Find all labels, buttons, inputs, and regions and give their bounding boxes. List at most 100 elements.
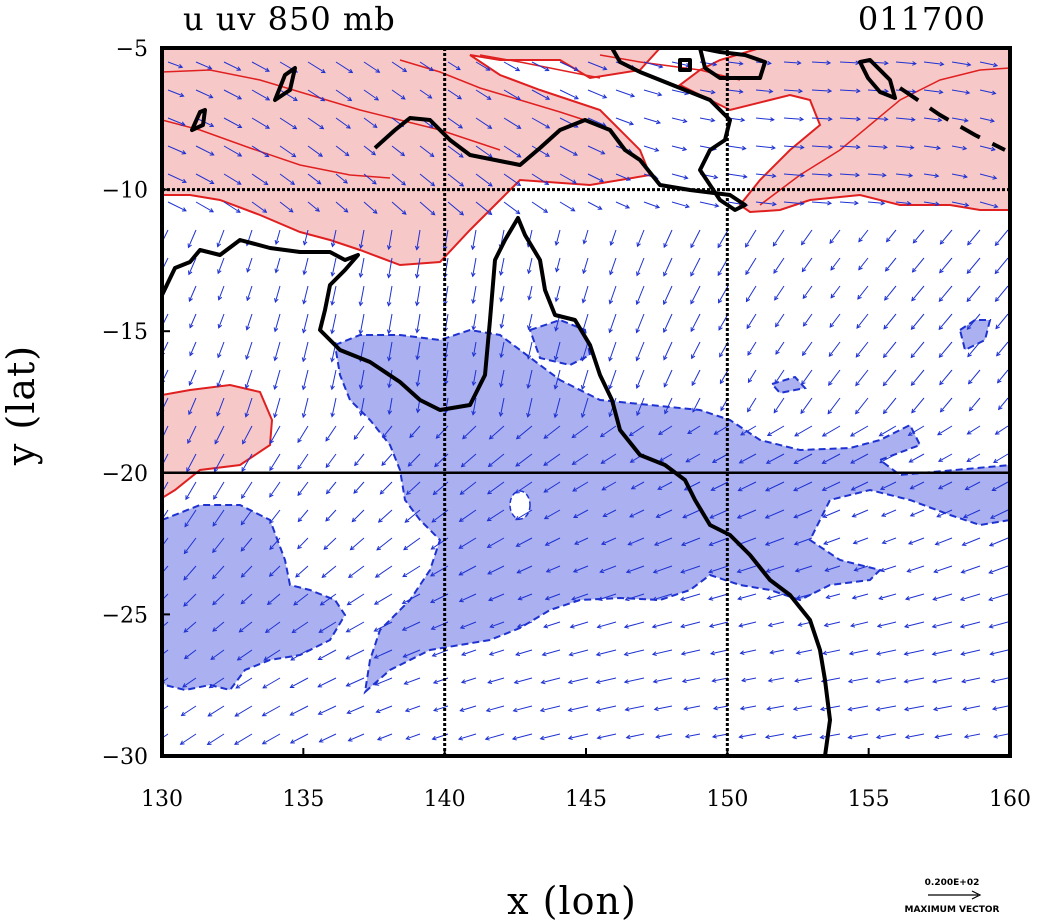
wind-vector: [269, 453, 281, 472]
positive-inner-contours: [162, 54, 1010, 206]
wind-vector: [792, 705, 813, 712]
wind-vector: [419, 201, 436, 216]
wind-vector: [708, 565, 729, 574]
wind-vector: [755, 201, 777, 207]
wind-vector: [966, 313, 981, 330]
wind-vector: [802, 313, 813, 327]
wind-vector: [183, 537, 197, 555]
wind-vector: [710, 481, 729, 491]
wind-vector: [330, 285, 337, 306]
wind-vector: [580, 397, 589, 419]
wind-vector: [895, 61, 917, 66]
wind-vector: [279, 89, 298, 102]
wind-vector: [458, 509, 477, 523]
wind-vector: [960, 649, 981, 656]
wind-vector: [269, 509, 281, 524]
wind-vector: [635, 341, 645, 362]
x-tick-label: 145: [565, 787, 607, 812]
wind-vector: [189, 313, 197, 329]
wind-vector: [823, 537, 841, 545]
wind-vector: [855, 341, 869, 358]
wind-vector: [875, 649, 897, 656]
wind-vector: [167, 173, 187, 184]
wind-vector: [387, 397, 393, 416]
wind-vector: [587, 61, 608, 71]
wind-vector: [183, 593, 197, 607]
wind-vector: [811, 200, 833, 206]
y-tick-label: −25: [102, 603, 148, 628]
vector-key: 0.200E+02 MAXIMUM VECTOR: [904, 878, 999, 915]
wind-vector: [830, 257, 841, 271]
wind-vector: [769, 649, 785, 655]
wind-vector: [268, 565, 281, 577]
wind-vector: [629, 509, 645, 518]
wind-vector: [358, 313, 365, 335]
wind-vector: [800, 229, 813, 246]
wind-vector: [391, 61, 408, 73]
wind-vector: [354, 453, 365, 467]
wind-vector: [581, 285, 589, 304]
wind-vector: [828, 341, 841, 358]
wind-vector: [335, 89, 353, 102]
wind-vector: [353, 425, 365, 441]
wind-vector: [858, 229, 869, 243]
wind-vector: [572, 565, 589, 573]
wind-vector: [223, 61, 242, 71]
wind-vector: [671, 173, 689, 180]
wind-vector: [358, 397, 365, 417]
wind-vector: [885, 229, 897, 243]
wind-vector: [850, 481, 869, 491]
wind-vector: [189, 341, 197, 357]
wind-vector: [687, 425, 701, 434]
wind-vector: [967, 369, 981, 385]
wind-vector: [857, 285, 869, 300]
wind-vector: [774, 285, 785, 301]
wind-vector: [527, 285, 533, 301]
wind-vector: [847, 733, 869, 740]
wind-vector: [559, 201, 576, 212]
wind-vector: [679, 593, 701, 601]
coastline-island-east: [858, 58, 897, 100]
wind-vector: [936, 425, 953, 436]
y-tick-label: −30: [102, 745, 148, 770]
wind-vector: [531, 173, 550, 185]
wind-vector: [932, 705, 953, 712]
wind-vector: [543, 453, 561, 466]
wind-vector: [358, 229, 365, 250]
wind-vector: [325, 453, 337, 469]
wind-vector: [353, 481, 365, 494]
wind-vector: [825, 593, 841, 600]
wind-vector: [279, 201, 294, 213]
wind-vector: [663, 229, 673, 249]
wind-vector: [839, 88, 861, 94]
wind-vector: [266, 593, 281, 606]
wind-vector: [213, 481, 225, 500]
positive-region-west: [162, 383, 274, 500]
wind-vector: [567, 677, 589, 685]
wind-vector: [330, 257, 337, 277]
wind-vector: [251, 145, 270, 158]
wind-vector: [903, 621, 925, 629]
wind-vector: [251, 89, 271, 101]
wind-vector: [964, 481, 981, 491]
wind-vector: [403, 537, 421, 551]
wind-vector: [217, 313, 225, 329]
wind-vector: [486, 537, 505, 548]
wind-vector: [879, 481, 897, 491]
wind-vector: [302, 257, 309, 276]
wind-vector: [188, 369, 197, 386]
wind-vector: [599, 425, 617, 438]
grid-lines: [162, 48, 1010, 756]
wind-vector: [251, 61, 270, 72]
wind-vector: [498, 397, 505, 418]
wind-vector: [599, 565, 617, 574]
wind-vector: [321, 565, 337, 578]
wind-vector: [297, 453, 309, 470]
wind-vector: [515, 537, 533, 547]
wind-vector: [904, 593, 925, 601]
wind-vector: [391, 89, 406, 100]
y-tick-label: −15: [102, 320, 148, 345]
wind-vector: [307, 61, 326, 74]
wind-vector: [718, 313, 729, 331]
wind-vector: [745, 285, 757, 303]
